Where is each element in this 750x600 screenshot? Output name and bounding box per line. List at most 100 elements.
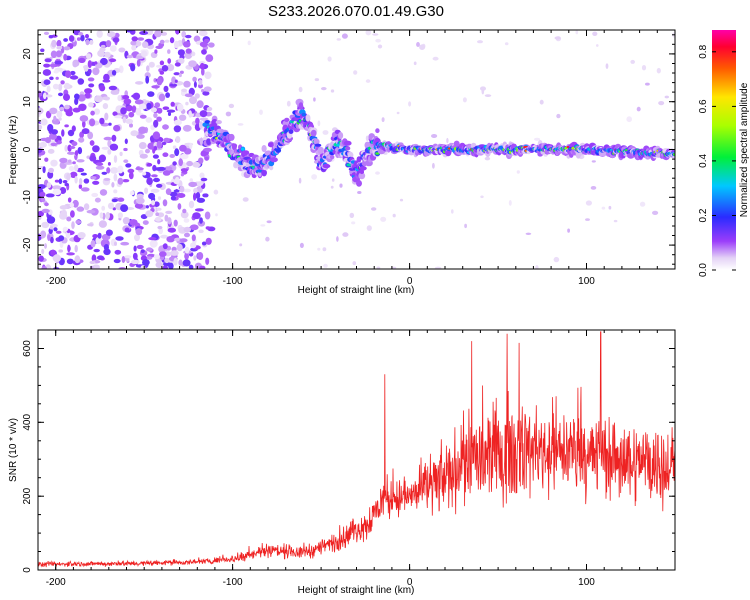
spectrogram-cell [53,115,57,122]
spectrogram-cell [43,79,51,85]
spectrogram-cell [123,159,129,163]
spectrogram-cell [185,48,192,54]
spectrogram-cell [58,83,63,92]
spectrogram-cell [74,97,79,105]
spectrogram-cell [129,219,138,226]
spectrogram-cell [636,106,641,112]
spectrogram-cell [96,255,105,260]
spectrogram-cell [146,256,153,260]
spectrogram-cell [481,88,485,95]
spectrogram-cell [61,209,67,217]
spectrogram-cell [339,183,343,188]
spectrogram-cell [66,252,75,256]
spectrogram-cell [327,56,332,62]
spectrogram-cell [117,212,123,219]
spectrogram-cell [204,71,212,80]
spectrogram-cell [201,89,205,93]
spectrogram-cell [107,162,111,166]
spectrogram-cell [133,245,137,252]
snr-x-tick-label: -100 [223,577,243,588]
spectrogram-y-tick-label: 20 [22,48,33,60]
spectrogram-cell [146,65,150,72]
spectrogram-cell [314,78,320,82]
spectrogram-cell [446,137,449,144]
spectrogram-cell [167,49,171,54]
spectrogram-cell [153,177,160,183]
snr-x-axis: -200 -100 0 100 [37,330,676,588]
spectrogram-cell [170,101,175,107]
spectrogram-cell [170,195,176,201]
spectrogram-cell [182,124,192,132]
spectrogram-cell [99,189,108,196]
spectrogram-cell [416,42,420,47]
spectrogram-cell [157,159,161,165]
spectrogram-cell [464,223,467,229]
spectrogram-cell [535,265,539,269]
spectrogram-cell [103,136,113,141]
spectrogram-cell [175,30,180,35]
spectrogram-cell [113,189,118,194]
spectrogram-cell [161,141,167,146]
spectrogram-cell [504,42,509,46]
spectrogram-cell [159,39,165,45]
spectrogram-cell [247,40,251,46]
spectrogram-cell [375,152,380,155]
spectrogram-cell [71,221,75,230]
spectrogram-cell [40,137,49,142]
spectrogram-cell [146,177,153,186]
spectrogram-cell [81,128,90,135]
spectrogram-cell [89,140,95,146]
spectrogram-cell [186,160,194,167]
spectrogram-cell [117,177,124,185]
spectrogram-cell [113,258,121,264]
spectrogram-cell [103,73,110,82]
spectrogram-cell [173,189,180,193]
spectrogram-cell [130,259,140,265]
spectrogram-cell [351,221,356,225]
spectrogram-cell [183,80,191,88]
spectrogram-cell [180,173,184,177]
spectrogram-cell [66,258,74,265]
spectrogram-cell [70,70,76,76]
spectrogram-cell [156,107,163,114]
spectrogram-cell [67,244,71,253]
spectrogram-cell [371,207,377,211]
spectrogram-cell [166,64,175,72]
colorbar: 0.0 0.2 0.4 0.6 0.8 Normalized spectral ampl… [698,30,750,277]
spectrogram-cell [534,137,541,141]
spectrogram-cell [162,152,169,157]
spectrogram-cell [261,145,267,153]
spectrogram-cell [40,48,45,53]
spectrogram-cell [52,254,61,263]
spectrogram-cell [150,188,160,193]
spectrogram-cell [151,85,160,89]
spectrogram-cell [114,32,120,38]
spectrogram-cell [122,179,130,183]
spectrogram-cell [301,112,307,117]
spectrogram-cell [194,93,200,99]
spectrogram-cell [45,193,55,198]
spectrogram-cell [69,75,79,80]
spectrogram-cell [199,172,205,179]
spectrogram-cell [135,167,144,171]
spectrogram-cell [365,30,372,36]
spectrogram-cell [59,106,65,111]
spectrogram-cell [190,242,197,249]
spectrogram-cell [575,30,579,35]
spectrogram-cell [41,266,47,269]
spectrogram-cell [567,228,570,233]
spectrogram-cell [119,151,123,157]
spectrogram-cell [99,84,106,92]
spectrogram-cell [148,61,155,68]
spectrogram-cell [539,99,544,105]
spectrogram-cell [90,110,95,116]
spectrogram-cell [95,165,105,170]
spectrogram-cell [41,208,50,214]
spectrogram-cell [94,61,98,65]
spectrogram-cell [152,131,161,140]
spectrogram-cell [77,232,86,239]
spectrogram-cell [166,109,176,113]
spectrogram-cell [109,143,119,151]
spectrogram-cell [109,45,117,52]
spectrogram-cell [40,118,48,126]
